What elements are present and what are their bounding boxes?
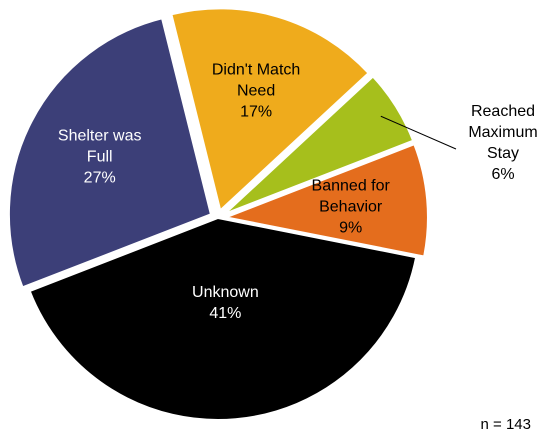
slice-percent-unknown: 41% xyxy=(209,305,241,322)
slice-label-reached-maximum-stay: Maximum xyxy=(468,124,537,141)
slice-label-didn-t-match-need: Need xyxy=(237,82,275,99)
pie-slice-didn-t-match-need xyxy=(170,7,370,213)
slice-percent-shelter-was-full: 27% xyxy=(84,170,116,187)
slice-percent-banned-for-behavior: 9% xyxy=(339,219,362,236)
slice-label-reached-maximum-stay: Stay xyxy=(487,145,519,162)
pie-slice-reached-maximum-stay xyxy=(224,75,415,215)
sample-size-note: n = 143 xyxy=(480,416,531,433)
slice-label-reached-maximum-stay: Reached xyxy=(471,103,535,120)
slice-label-banned-for-behavior: Behavior xyxy=(319,198,383,215)
pie-slice-shelter-was-full xyxy=(7,17,213,289)
slice-percent-reached-maximum-stay: 6% xyxy=(491,166,514,183)
leader-line-reached-maximum-stay xyxy=(380,115,457,150)
slice-percent-didn-t-match-need: 17% xyxy=(240,103,272,120)
pie-slice-banned-for-behavior xyxy=(222,142,429,258)
slice-label-banned-for-behavior: Banned for xyxy=(312,177,391,194)
slice-label-shelter-was-full: Full xyxy=(87,149,113,166)
slice-label-unknown: Unknown xyxy=(192,284,259,301)
slice-label-didn-t-match-need: Didn't Match xyxy=(212,61,300,78)
slice-label-shelter-was-full: Shelter was xyxy=(58,128,142,145)
pie-slice-unknown xyxy=(28,216,418,421)
